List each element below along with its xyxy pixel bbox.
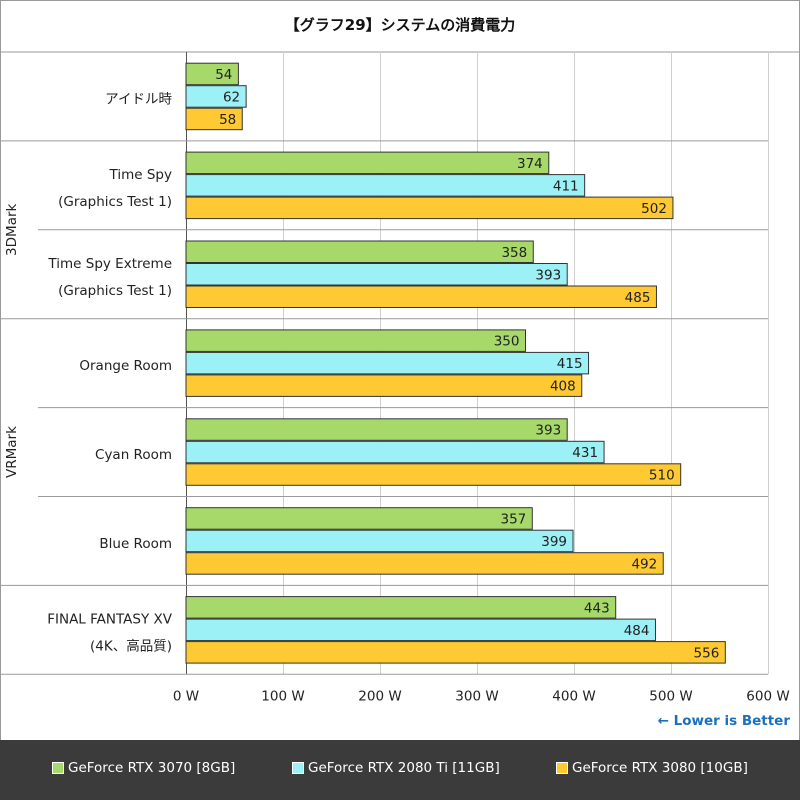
x-tick-label: 300 W	[455, 688, 498, 704]
bar-value-label: 393	[535, 267, 561, 283]
bar-value-label: 431	[572, 445, 598, 461]
bar	[185, 107, 243, 131]
bar-chart: 0 W 100 W 200 W 300 W 400 W 500 W 600 W アイドル時 54…	[0, 51, 800, 704]
legend-item: GeForce RTX 3080 [10GB]	[556, 760, 748, 776]
bar-value-label: 350	[494, 334, 520, 350]
bar-value-label: 399	[541, 534, 567, 550]
bar	[185, 85, 247, 108]
bar	[185, 596, 617, 619]
bar	[185, 285, 657, 308]
bar	[185, 329, 526, 352]
bar-value-label: 443	[584, 600, 610, 616]
bar-value-label: 510	[649, 468, 675, 484]
bar	[185, 440, 605, 464]
category-label: アイドル時	[105, 91, 172, 107]
legend-label: GeForce RTX 3080 [10GB]	[572, 760, 748, 776]
category-label: (4K、高品質)	[90, 637, 172, 654]
legend: GeForce RTX 3070 [8GB] GeForce RTX 2080 T…	[0, 740, 800, 800]
bar	[185, 174, 586, 197]
bar-value-label: 54	[215, 67, 232, 83]
bar-value-label: 393	[535, 423, 561, 439]
category-label: Time Spy Extreme	[47, 256, 172, 272]
category-label: (Graphics Test 1)	[58, 283, 172, 299]
legend-swatch	[556, 762, 568, 774]
bar	[185, 641, 726, 664]
category-label: Blue Room	[99, 536, 172, 552]
x-tick-label: 500 W	[649, 688, 692, 704]
bar-value-label: 502	[641, 201, 667, 217]
bar-value-label: 556	[694, 645, 720, 661]
bar-value-label: 411	[553, 178, 579, 194]
bar-value-label: 357	[501, 511, 527, 527]
bar	[185, 507, 533, 530]
lower-is-better-note: ← Lower is Better	[657, 713, 790, 729]
bar	[185, 62, 239, 86]
x-tick-label: 400 W	[552, 688, 595, 704]
legend-label: GeForce RTX 2080 Ti [11GB]	[308, 760, 500, 776]
bar-value-label: 484	[624, 623, 650, 639]
legend-swatch	[292, 762, 304, 774]
x-tick-label: 200 W	[358, 688, 401, 704]
bar	[185, 463, 682, 486]
legend-label: GeForce RTX 3070 [8GB]	[68, 760, 236, 776]
bar-value-label: 58	[219, 112, 236, 128]
bar	[185, 374, 583, 397]
bar	[185, 618, 656, 642]
bar	[185, 263, 568, 286]
category-label: (Graphics Test 1)	[58, 194, 172, 210]
bar-value-label: 485	[625, 290, 651, 306]
chart-title: 【グラフ29】システムの消費電力	[284, 16, 516, 34]
category-label: FINAL FANTASY XV	[47, 611, 173, 627]
bar	[185, 552, 664, 575]
legend-swatch	[52, 762, 64, 774]
bar-value-label: 415	[557, 356, 583, 372]
x-tick-label: 600 W	[746, 688, 789, 704]
category-label: Time Spy	[109, 167, 172, 183]
bar-value-label: 374	[517, 156, 543, 172]
bar	[185, 196, 674, 220]
bar	[185, 151, 550, 175]
group-label: VRMark	[4, 426, 20, 478]
category-label: Orange Room	[79, 358, 172, 374]
group-label: 3DMark	[4, 203, 20, 255]
bar	[185, 418, 568, 441]
legend-item: GeForce RTX 3070 [8GB]	[52, 760, 235, 776]
legend-item: GeForce RTX 2080 Ti [11GB]	[292, 760, 500, 776]
bar-value-label: 62	[223, 89, 240, 105]
bar	[185, 240, 534, 263]
bar	[185, 351, 590, 375]
bar	[185, 529, 574, 553]
bar-value-label: 492	[631, 556, 657, 572]
category-label: Cyan Room	[95, 447, 172, 463]
bar-value-label: 358	[501, 245, 527, 261]
bar-value-label: 408	[550, 379, 576, 395]
x-tick-label: 100 W	[261, 688, 304, 704]
x-tick-label: 0 W	[173, 688, 199, 704]
